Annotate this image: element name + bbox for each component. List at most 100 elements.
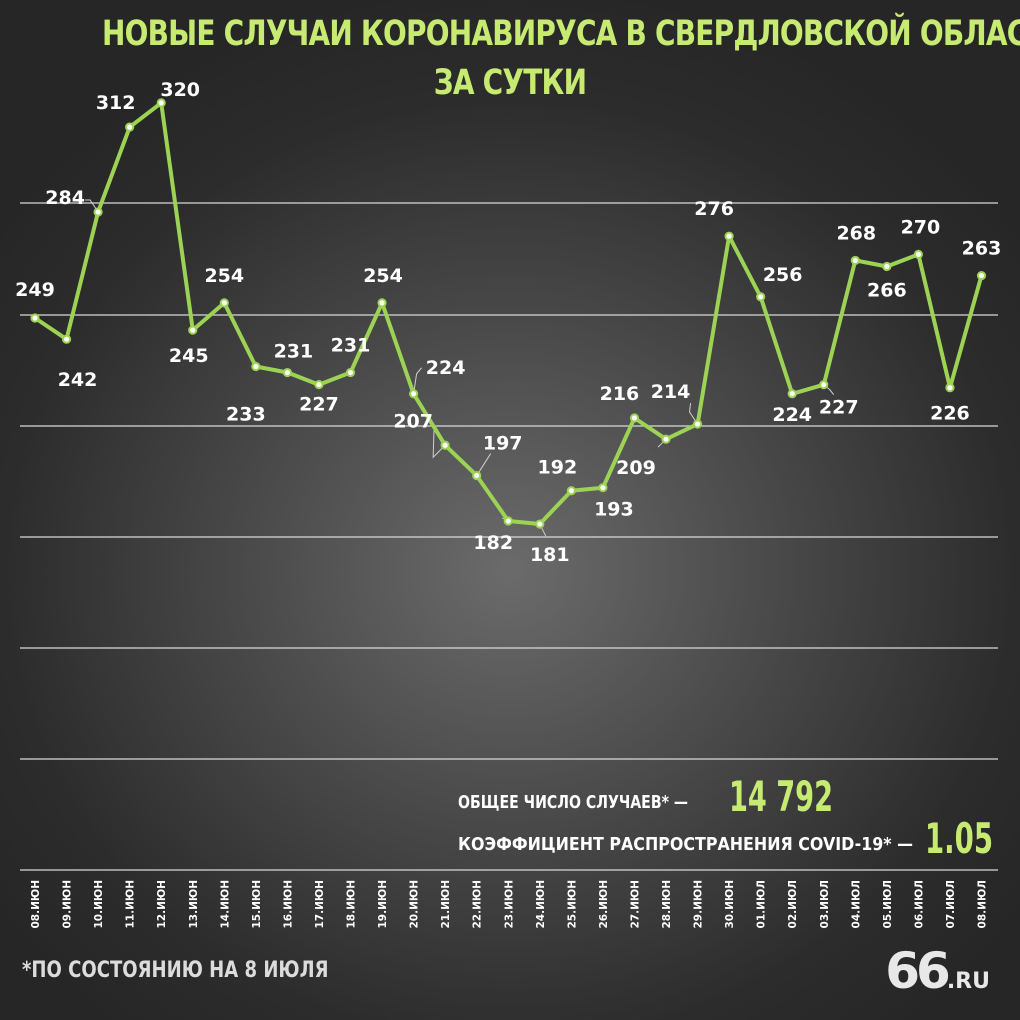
label-leader	[432, 425, 446, 459]
label-leader	[85, 199, 99, 213]
data-label: 181	[530, 544, 570, 566]
data-label: 254	[204, 265, 244, 287]
gridlines	[20, 202, 998, 871]
x-tick-label: 23.ИЮН	[503, 880, 515, 929]
x-tick-label: 24.ИЮН	[535, 880, 547, 929]
x-tick-label: 06.ИЮЛ	[913, 880, 925, 928]
x-tick-label: 22.ИЮН	[472, 880, 484, 929]
data-point	[125, 122, 135, 132]
data-point	[913, 249, 924, 259]
data-label: 270	[901, 216, 941, 238]
data-point	[566, 486, 576, 496]
data-point	[282, 367, 292, 378]
x-tick-label: 08.ИЮН	[30, 880, 42, 929]
data-point	[598, 483, 608, 493]
x-tick-label: 16.ИЮН	[282, 880, 294, 929]
data-point	[976, 270, 987, 281]
data-point	[377, 298, 387, 308]
data-label: 249	[15, 279, 55, 301]
data-point	[535, 519, 545, 529]
data-label: 182	[473, 532, 513, 554]
x-tick-label: 19.ИЮН	[377, 880, 389, 929]
x-tick-label: 21.ИЮН	[440, 880, 452, 929]
data-point	[629, 413, 640, 423]
data-point	[314, 380, 324, 390]
data-point	[156, 98, 166, 108]
x-tick-label: 11.ИЮН	[125, 880, 137, 929]
x-tick-label: 04.ИЮЛ	[850, 880, 862, 928]
x-tick-label: 17.ИЮН	[314, 880, 326, 929]
logo-number: 66	[885, 942, 951, 1000]
data-point	[409, 389, 419, 399]
data-point	[472, 470, 482, 481]
x-tick-label: 03.ИЮЛ	[819, 880, 831, 928]
data-label: 320	[160, 79, 200, 101]
logo-domain: .RU	[946, 969, 990, 994]
data-point	[30, 313, 40, 323]
data-labels: 249 242 284 312 320 245 254 233 231 227 231 254 224 2…	[15, 79, 1001, 566]
stats-panel: ОБЩЕЕ ЧИСЛО СЛУЧАЕВ* — 14 792 КОЭФФИЦИЕН…	[458, 772, 993, 863]
data-point	[440, 440, 450, 450]
site-logo: 66.RU	[885, 942, 990, 1000]
data-point	[345, 367, 356, 378]
spread-rate-label: КОЭФФИЦИЕНТ РАСПРОСТРАНЕНИЯ COVID-19* —	[458, 834, 913, 855]
data-point	[756, 292, 766, 302]
data-label: 256	[763, 264, 803, 286]
data-point	[93, 207, 103, 217]
x-tick-label: 20.ИЮН	[409, 880, 421, 929]
data-point	[787, 389, 797, 399]
x-tick-label: 10.ИЮН	[93, 880, 105, 929]
data-label: 227	[299, 394, 339, 416]
data-label: 197	[483, 433, 523, 455]
data-point	[819, 380, 829, 390]
chart-title: НОВЫЕ СЛУЧАИ КОРОНАВИРУСА В СВЕРДЛОВСКОЙ…	[102, 10, 1020, 108]
data-point	[945, 383, 955, 393]
series-line	[33, 100, 984, 526]
data-label: 209	[616, 457, 656, 479]
x-tick-label: 14.ИЮН	[219, 880, 231, 929]
data-label: 254	[363, 265, 403, 287]
data-point	[188, 325, 198, 335]
x-tick-label: 07.ИЮЛ	[945, 880, 957, 928]
data-label: 284	[45, 187, 85, 209]
data-point	[251, 361, 261, 372]
data-label: 224	[772, 404, 812, 426]
total-cases-label: ОБЩЕЕ ЧИСЛО СЛУЧАЕВ* —	[458, 792, 688, 813]
x-tick-label: 13.ИЮН	[188, 880, 200, 929]
label-leader	[413, 367, 422, 394]
data-label: 192	[538, 457, 578, 479]
x-tick-label: 01.ИЮЛ	[756, 880, 768, 928]
data-label: 227	[819, 397, 859, 419]
data-label: 214	[651, 381, 691, 403]
spread-rate-value: 1.05	[925, 814, 993, 863]
data-point	[661, 434, 671, 444]
data-label: 266	[867, 279, 907, 301]
data-label: 312	[96, 92, 136, 114]
data-point	[61, 334, 72, 344]
x-tick-label: 25.ИЮН	[566, 880, 578, 929]
x-tick-label: 02.ИЮЛ	[787, 880, 799, 928]
x-tick-label: 18.ИЮН	[346, 880, 358, 929]
data-label: 263	[962, 238, 1002, 260]
data-label: 226	[930, 403, 970, 425]
data-label: 224	[426, 357, 466, 379]
x-tick-label: 12.ИЮН	[156, 880, 168, 929]
data-label: 233	[226, 403, 266, 425]
data-label: 231	[331, 335, 371, 357]
data-label: 231	[274, 341, 314, 363]
x-tick-labels: 08.ИЮН 09.ИЮН 10.ИЮН 11.ИЮН 12.ИЮН 13.ИЮН 14.И…	[30, 880, 989, 929]
data-points	[30, 98, 987, 529]
data-point	[850, 255, 860, 266]
data-label: 268	[836, 222, 876, 244]
x-tick-label: 30.ИЮН	[724, 880, 736, 929]
x-tick-label: 09.ИЮН	[62, 880, 74, 929]
x-tick-label: 27.ИЮН	[629, 880, 641, 929]
data-label: 207	[393, 410, 433, 432]
data-point	[692, 419, 703, 429]
x-tick-label: 26.ИЮН	[598, 880, 610, 929]
x-tick-label: 08.ИЮЛ	[977, 880, 989, 928]
data-point	[503, 516, 513, 526]
title-line-2: ЗА СУТКИ	[433, 63, 587, 103]
data-label: 193	[594, 499, 634, 521]
